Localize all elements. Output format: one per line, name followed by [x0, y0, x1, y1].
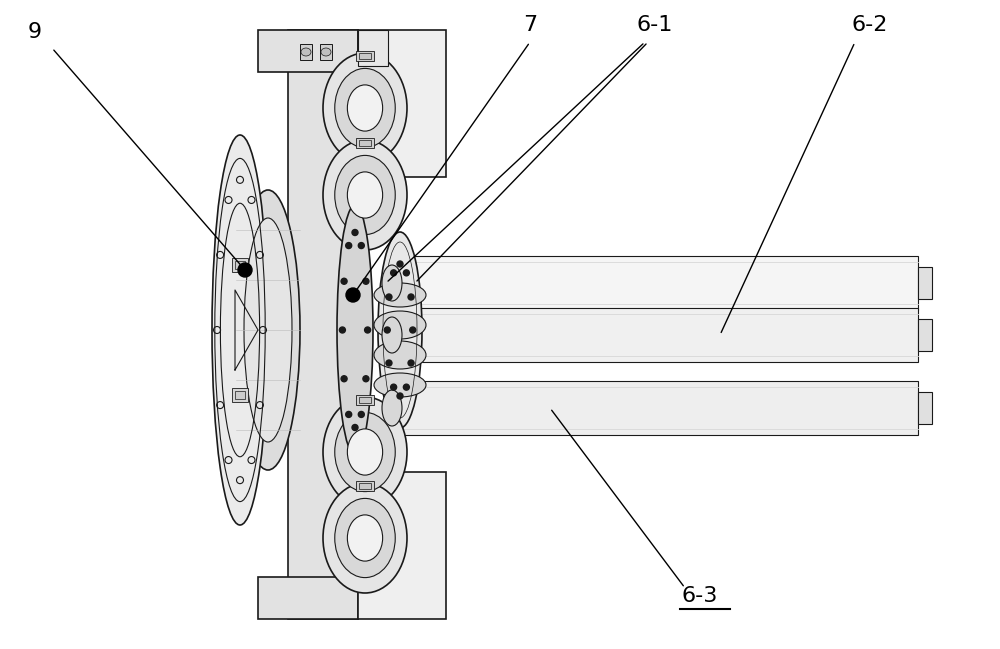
Circle shape — [363, 376, 369, 382]
Circle shape — [397, 261, 403, 267]
Circle shape — [341, 278, 347, 284]
Text: 7: 7 — [523, 15, 537, 35]
Bar — [918, 319, 932, 351]
Ellipse shape — [337, 205, 373, 455]
Ellipse shape — [321, 48, 331, 56]
Ellipse shape — [347, 515, 383, 561]
Bar — [359, 140, 371, 146]
Bar — [388, 381, 918, 435]
Circle shape — [346, 411, 352, 417]
Circle shape — [346, 288, 360, 302]
Bar — [258, 577, 358, 619]
Ellipse shape — [347, 429, 383, 475]
Circle shape — [358, 243, 364, 249]
Ellipse shape — [374, 283, 426, 307]
Ellipse shape — [382, 265, 402, 301]
Bar — [388, 308, 918, 362]
Circle shape — [346, 243, 352, 249]
Bar — [270, 318, 288, 342]
Text: 9: 9 — [28, 22, 42, 42]
Text: 6-3: 6-3 — [682, 586, 718, 606]
Bar — [359, 397, 371, 403]
Ellipse shape — [374, 311, 426, 339]
Bar — [288, 30, 358, 619]
Ellipse shape — [301, 48, 311, 56]
Bar — [358, 472, 446, 619]
Ellipse shape — [382, 390, 402, 426]
Bar — [235, 391, 245, 399]
Ellipse shape — [378, 232, 422, 428]
Bar — [235, 261, 245, 269]
Circle shape — [238, 263, 252, 277]
Bar — [232, 388, 248, 402]
Ellipse shape — [374, 373, 426, 397]
Circle shape — [391, 384, 397, 390]
Text: 6-1: 6-1 — [637, 15, 673, 35]
Circle shape — [363, 278, 369, 284]
Circle shape — [386, 294, 392, 300]
Bar — [358, 30, 388, 66]
Circle shape — [341, 376, 347, 382]
Ellipse shape — [323, 397, 407, 507]
Ellipse shape — [335, 68, 395, 147]
Ellipse shape — [335, 155, 395, 234]
Circle shape — [358, 411, 364, 417]
Circle shape — [386, 360, 392, 366]
Bar — [356, 482, 374, 491]
Bar — [232, 258, 248, 272]
Circle shape — [352, 230, 358, 236]
Bar — [388, 256, 918, 310]
Ellipse shape — [374, 341, 426, 369]
Circle shape — [408, 294, 414, 300]
Bar — [358, 30, 446, 177]
Circle shape — [391, 270, 397, 276]
Ellipse shape — [382, 317, 402, 353]
Ellipse shape — [335, 498, 395, 578]
Bar — [918, 392, 932, 424]
Bar — [300, 44, 312, 60]
Circle shape — [384, 327, 390, 333]
Bar — [320, 44, 332, 60]
Bar — [356, 51, 374, 61]
Circle shape — [410, 327, 416, 333]
Circle shape — [403, 270, 409, 276]
Ellipse shape — [347, 172, 383, 218]
Text: 6-2: 6-2 — [852, 15, 888, 35]
Ellipse shape — [347, 85, 383, 131]
Circle shape — [352, 424, 358, 430]
Bar — [356, 395, 374, 405]
Circle shape — [339, 327, 345, 333]
Circle shape — [365, 327, 371, 333]
Bar — [918, 267, 932, 299]
Circle shape — [408, 360, 414, 366]
Bar — [359, 53, 371, 59]
Ellipse shape — [323, 140, 407, 250]
Bar — [356, 138, 374, 148]
Ellipse shape — [323, 483, 407, 593]
Circle shape — [403, 384, 409, 390]
Ellipse shape — [335, 412, 395, 491]
Ellipse shape — [212, 135, 268, 525]
Ellipse shape — [236, 190, 300, 470]
Bar — [258, 30, 358, 72]
Bar — [359, 484, 371, 489]
Ellipse shape — [323, 53, 407, 163]
Circle shape — [397, 393, 403, 399]
Ellipse shape — [244, 218, 292, 442]
